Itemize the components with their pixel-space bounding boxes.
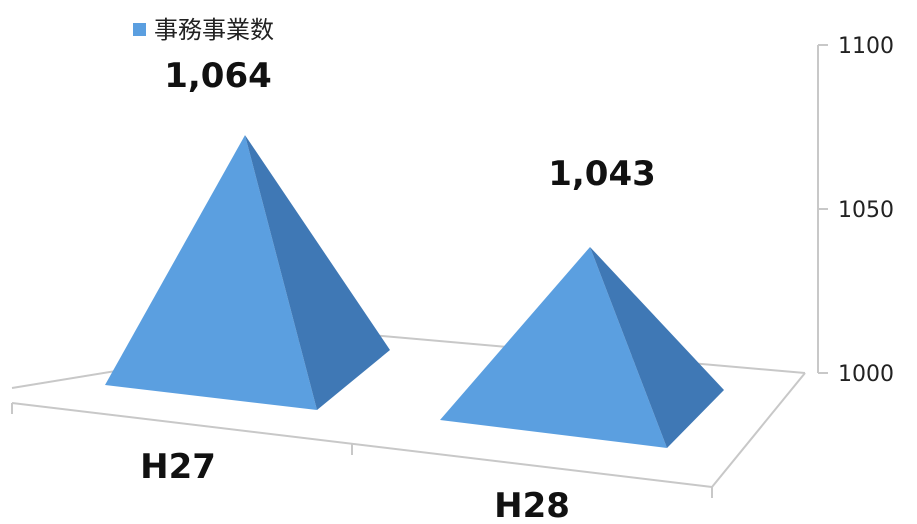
pyramid-front-face (105, 135, 317, 410)
data-label-h28: 1,043 (548, 154, 656, 194)
pyramid-side-face (245, 135, 390, 410)
x-category-label-h27: H27 (140, 447, 216, 487)
pyramid-front-face (440, 246, 667, 448)
floor-front-edge (11, 402, 713, 488)
y-tick-label: 1050 (838, 198, 894, 223)
floor-right-edge (711, 372, 806, 488)
y-tick-label: 1000 (838, 362, 894, 387)
data-label-h27: 1,064 (164, 56, 272, 96)
pyramid-side-face (590, 246, 724, 448)
x-category-label-h28: H28 (494, 486, 570, 524)
legend-label: 事務事業数 (154, 16, 274, 44)
legend-marker (133, 23, 146, 36)
pyramid-bar-h27 (105, 135, 390, 410)
y-tick-label: 1100 (838, 34, 894, 59)
pyramid-bar-h28 (440, 246, 724, 448)
